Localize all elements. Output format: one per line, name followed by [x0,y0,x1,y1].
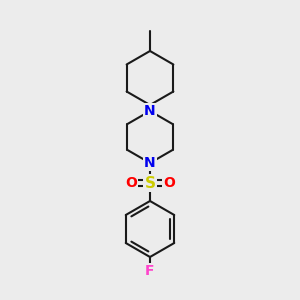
Text: O: O [125,176,137,190]
Text: N: N [144,156,156,170]
Text: O: O [163,176,175,190]
Text: S: S [145,176,155,190]
Text: F: F [145,264,155,278]
Text: N: N [144,104,156,118]
